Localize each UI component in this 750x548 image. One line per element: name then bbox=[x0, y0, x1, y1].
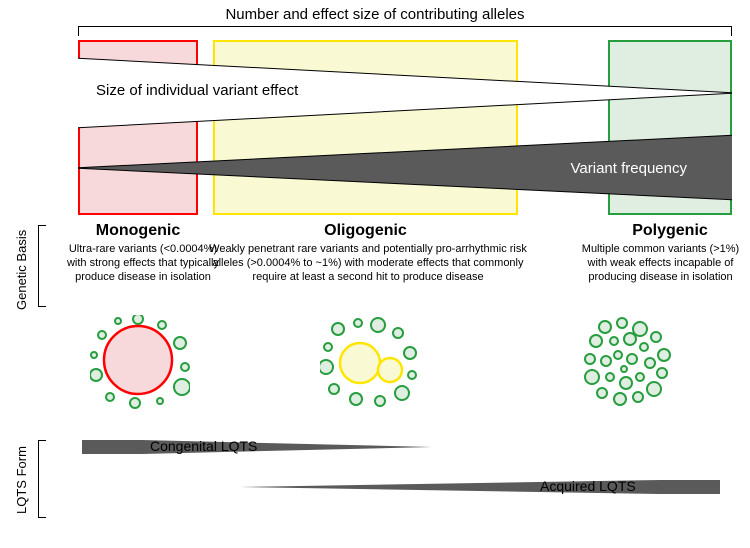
cluster-oligogenic bbox=[320, 315, 420, 410]
acquired-label: Acquired LQTS bbox=[540, 478, 636, 494]
desc-polygenic: Multiple common variants (>1%) with weak… bbox=[573, 243, 748, 284]
bracket-genetic bbox=[38, 225, 46, 307]
top-title: Number and effect size of contributing a… bbox=[0, 6, 750, 23]
effect-wedge-label: Size of individual variant effect bbox=[96, 82, 298, 99]
header-oligogenic: Oligogenic bbox=[196, 222, 536, 240]
cluster-polygenic bbox=[580, 315, 680, 410]
side-label-genetic: Genetic Basis bbox=[14, 225, 29, 315]
congenital-label: Congenital LQTS bbox=[150, 438, 257, 454]
header-monogenic: Monogenic bbox=[58, 222, 218, 240]
cluster-monogenic bbox=[90, 315, 190, 410]
desc-oligogenic: Weakly penetrant rare variants and poten… bbox=[198, 243, 538, 284]
wedges bbox=[78, 40, 732, 215]
side-label-lqts: LQTS Form bbox=[14, 440, 29, 520]
congenital-bar bbox=[82, 440, 142, 454]
top-bracket bbox=[78, 26, 732, 36]
main-diagram-area: Size of individual variant effect Varian… bbox=[78, 40, 732, 215]
acquired-bar bbox=[660, 480, 720, 494]
header-polygenic: Polygenic bbox=[590, 222, 750, 240]
freq-wedge-label: Variant frequency bbox=[571, 160, 687, 177]
bracket-lqts bbox=[38, 440, 46, 518]
